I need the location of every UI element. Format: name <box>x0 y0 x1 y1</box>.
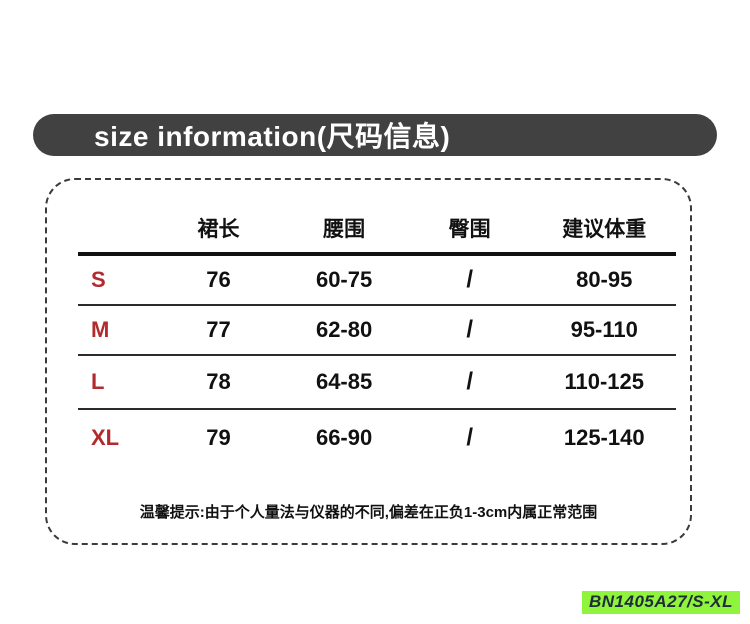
table-cell-value: 60-75 <box>315 267 373 292</box>
table-cell-value: 95-110 <box>570 317 638 342</box>
table-cell-value: 125-140 <box>563 424 645 450</box>
measurement-note: 温馨提示:由于个人量法与仪器的不同,偏差在正负1-3cm内属正常范围 <box>139 504 598 521</box>
table-cell-value: 76 <box>206 267 231 292</box>
table-cell-value: 62-80 <box>315 317 373 342</box>
size-table-panel: 裙长 腰围 臀围 建议体重 S 76 60-75 / 80-95 M 77 62-80 / 95-110 L… <box>45 178 692 545</box>
size-label-cell: XL <box>91 424 120 450</box>
table-cell-value: 80-95 <box>576 267 633 292</box>
table-cell-value: 66-90 <box>315 424 373 450</box>
section-title: size information(尺码信息) <box>94 121 451 152</box>
table-cell-value: 77 <box>206 317 231 342</box>
table-cell-value: 64-85 <box>315 369 373 394</box>
table-header-cell: 裙长 <box>197 218 240 241</box>
table-cell-empty-slash: / <box>466 423 474 451</box>
table-cell-value: 79 <box>206 424 231 450</box>
table-header-cell: 建议体重 <box>562 218 647 241</box>
table-cell-value: 78 <box>206 369 231 394</box>
table-cell-empty-slash: / <box>466 368 474 395</box>
table-row: M 77 62-80 / 95-110 <box>78 306 676 356</box>
table-header-row: 裙长 腰围 臀围 建议体重 <box>78 180 676 256</box>
table-header-cell: 腰围 <box>323 218 366 241</box>
size-table: 裙长 腰围 臀围 建议体重 S 76 60-75 / 80-95 M 77 62-80 / 95-110 L… <box>78 180 676 465</box>
sku-badge: BN1405A27/S-XL <box>581 591 740 614</box>
section-banner: size information(尺码信息) <box>33 114 717 156</box>
table-row: XL 79 66-90 / 125-140 <box>78 410 676 465</box>
size-label-cell: S <box>91 267 106 292</box>
table-row: S 76 60-75 / 80-95 <box>78 256 676 306</box>
size-label-cell: M <box>91 317 110 342</box>
table-cell-value: 110-125 <box>564 369 644 394</box>
table-cell-empty-slash: / <box>466 266 474 293</box>
table-row: L 78 64-85 / 110-125 <box>78 356 676 410</box>
table-cell-empty-slash: / <box>466 316 474 343</box>
size-label-cell: L <box>91 369 105 394</box>
table-header-cell: 臀围 <box>448 218 491 241</box>
